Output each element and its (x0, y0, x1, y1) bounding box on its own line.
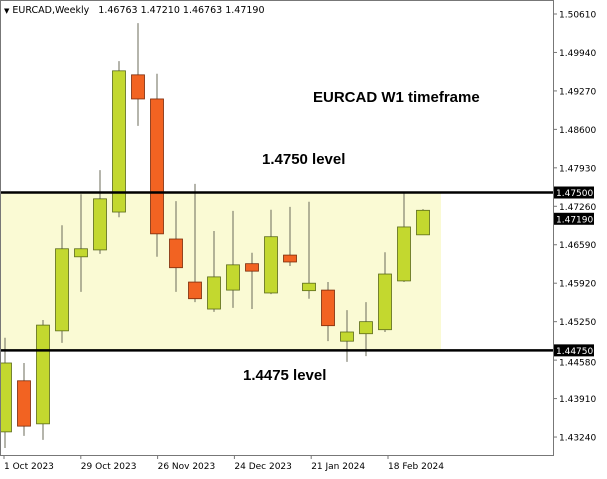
y-tick-label: 1.50610 (559, 11, 596, 21)
y-tick-label: 1.47260 (559, 203, 596, 213)
lower-level-label: 1.4475 level (243, 367, 327, 384)
bullish-candle (359, 321, 373, 335)
bullish-candle (55, 248, 69, 332)
ohlc-values: 1.46763 1.47210 1.46763 1.47190 (98, 5, 265, 16)
y-tick-label: 1.45250 (559, 318, 596, 328)
bearish-candle (321, 289, 335, 327)
x-tick-label: 29 Oct 2023 (81, 462, 137, 472)
symbol-label: EURCAD,Weekly (12, 5, 90, 16)
x-tick-label: 24 Dec 2023 (234, 462, 292, 472)
bullish-candle (302, 282, 316, 292)
x-tick-label: 21 Jan 2024 (311, 462, 365, 472)
y-tick-label: 1.46590 (559, 241, 596, 251)
bearish-candle (283, 254, 297, 263)
bullish-candle (378, 273, 392, 331)
bullish-candle (264, 236, 278, 294)
y-tick-label: 1.49940 (559, 49, 596, 59)
y-tick-label: 1.48600 (559, 126, 596, 136)
bullish-candle (36, 324, 50, 425)
bullish-candle (226, 264, 240, 291)
level-price-tag: 1.44750 (556, 347, 593, 357)
y-tick-label: 1.45920 (559, 280, 596, 290)
bullish-candle (0, 362, 12, 433)
y-tick-label: 1.43240 (559, 434, 596, 444)
triangle-down-icon[interactable]: ▼ (4, 7, 10, 15)
y-tick-label: 1.44580 (559, 358, 596, 368)
plot-frame (0, 0, 554, 456)
bearish-candle (17, 380, 31, 427)
bullish-candle (207, 276, 221, 310)
bearish-candle (188, 281, 202, 300)
current-price-tag: 1.47190 (556, 215, 593, 225)
level-price-tag-bg (554, 344, 594, 357)
bearish-candle (150, 98, 164, 235)
y-tick-label: 1.47930 (559, 164, 596, 174)
current-price-tag-bg (554, 212, 594, 225)
bearish-candle (245, 263, 259, 272)
upper-level-label: 1.4750 level (262, 151, 346, 168)
level-price-tag: 1.47500 (556, 189, 593, 199)
level-price-tag-bg (554, 186, 594, 199)
bearish-candle (131, 74, 145, 100)
x-tick-label: 26 Nov 2023 (158, 462, 216, 472)
bearish-candle (169, 238, 183, 269)
x-tick-label: 18 Feb 2024 (388, 462, 444, 472)
bullish-candle (340, 331, 354, 342)
y-tick-label: 1.43910 (559, 395, 596, 405)
x-tick-label: 1 Oct 2023 (4, 462, 54, 472)
bullish-candle (112, 70, 126, 213)
bullish-candle (74, 248, 88, 258)
bullish-candle (397, 226, 411, 282)
bullish-candle (416, 209, 430, 236)
chart-header: ▼ EURCAD,Weekly 1.46763 1.47210 1.46763 … (4, 5, 265, 16)
y-tick-label: 1.49270 (559, 87, 596, 97)
chart-annotation-title: EURCAD W1 timeframe (313, 89, 480, 106)
bullish-candle (93, 198, 107, 251)
